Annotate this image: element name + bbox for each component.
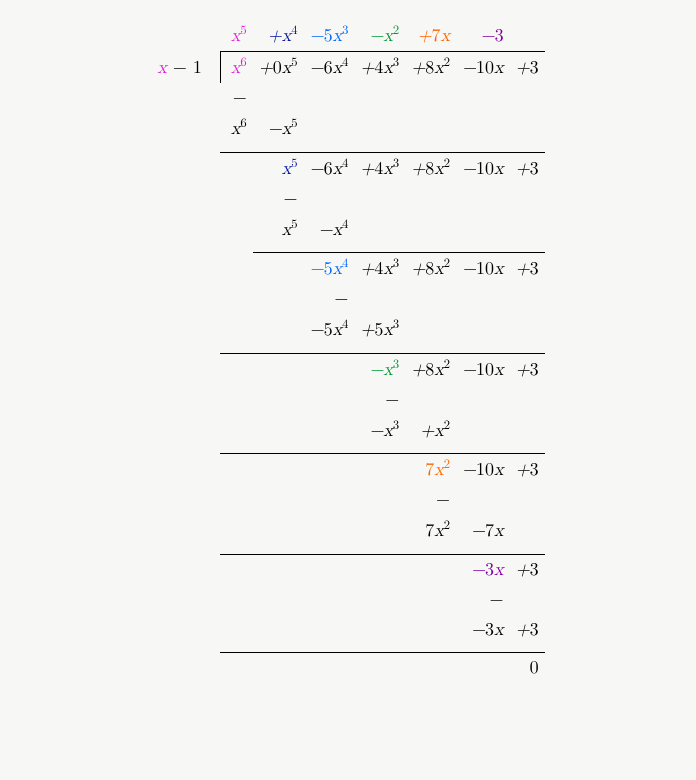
step-1-rule (151, 245, 544, 253)
quotient-term-5: −3 (456, 20, 510, 52)
step-1-result-term-4: +3 (510, 253, 545, 285)
step-2-sub-term-0: −5x4 (304, 314, 355, 345)
quotient-row: x5+x4−5x3−x2+7x−3 (151, 20, 544, 52)
step-3-result-term-0: 7x2 (405, 454, 456, 486)
step-3-result-term-1: −10x (456, 454, 510, 486)
dividend-term-4: +8x2 (405, 52, 456, 84)
dividend-term-2: −6x4 (304, 52, 355, 84)
step-0-result-term-5: +3 (510, 152, 545, 184)
step-2-result-term-1: +8x2 (405, 353, 456, 385)
step-5-result: 0 (151, 653, 544, 684)
step-2-subtract: −5x4+5x3 (151, 314, 544, 345)
step-3-result: 7x2−10x+3 (151, 454, 544, 486)
step-5-sub-term-1: +3 (510, 615, 545, 645)
step-1-minus: − (151, 184, 544, 214)
minus-sign-3: − (354, 385, 405, 415)
step-0-sub-term-0: x6 (220, 113, 252, 144)
step-2-result: −x3+8x2−10x+3 (151, 353, 544, 385)
step-2-sub-term-1: +5x3 (354, 314, 405, 345)
step-4-result-term-1: +3 (510, 554, 545, 585)
step-0-rule (151, 144, 544, 152)
dividend-row: x − 1x6+0x5−6x4+4x3+8x2−10x+3 (151, 52, 544, 84)
step-1-result: −5x4+4x3+8x2−10x+3 (151, 253, 544, 285)
dividend-term-3: +4x3 (354, 52, 405, 84)
quotient-term-4: +7x (405, 20, 456, 52)
step-3-sub-term-1: +x2 (405, 415, 456, 446)
step-5-subtract: −3x+3 (151, 615, 544, 645)
quotient-term-2: −5x3 (304, 20, 355, 52)
step-3-rule (151, 446, 544, 454)
step-1-result-term-3: −10x (456, 253, 510, 285)
step-5-rule (151, 645, 544, 653)
minus-sign-1: − (253, 184, 304, 214)
step-0-result-term-2: +4x3 (354, 152, 405, 184)
step-4-result-term-0: −3x (456, 554, 510, 585)
step-0-result-term-4: −10x (456, 152, 510, 184)
step-0-result: x5−6x4+4x3+8x2−10x+3 (151, 152, 544, 184)
step-3-sub-term-0: −x3 (354, 415, 405, 446)
step-1-result-term-1: +4x3 (354, 253, 405, 285)
minus-sign-2: − (304, 284, 355, 314)
step-4-subtract: 7x2−7x (151, 515, 544, 546)
step-0-result-term-0: x5 (253, 152, 304, 184)
step-0-result-term-1: −6x4 (304, 152, 355, 184)
step-5-minus: − (151, 585, 544, 615)
long-division-table: x5+x4−5x3−x2+7x−3x − 1x6+0x5−6x4+4x3+8x2… (151, 20, 544, 683)
minus-sign-0: − (220, 83, 252, 113)
minus-sign-4: − (405, 485, 456, 515)
step-0-sub-term-1: −x5 (253, 113, 304, 144)
step-2-result-term-0: −x3 (354, 353, 405, 385)
step-4-rule (151, 546, 544, 554)
quotient-term-0: x5 (220, 20, 252, 52)
quotient-term-3: −x2 (354, 20, 405, 52)
divisor: x − 1 (151, 52, 220, 84)
step-4-result: −3x+3 (151, 554, 544, 585)
step-1-result-term-0: −5x4 (304, 253, 355, 285)
step-0-subtract: x6−x5 (151, 113, 544, 144)
step-1-sub-term-1: −x4 (304, 214, 355, 245)
step-1-subtract: x5−x4 (151, 214, 544, 245)
step-1-result-term-2: +8x2 (405, 253, 456, 285)
quotient-term-1: +x4 (253, 20, 304, 52)
dividend-term-0: x6 (220, 52, 252, 84)
step-0-result-term-3: +8x2 (405, 152, 456, 184)
step-5-sub-term-0: −3x (456, 615, 510, 645)
step-4-sub-term-1: −7x (456, 515, 510, 546)
step-5-result-term-0: 0 (510, 653, 545, 684)
step-0-minus: − (151, 83, 544, 113)
step-2-result-term-2: −10x (456, 353, 510, 385)
step-2-minus: − (151, 284, 544, 314)
step-3-minus: − (151, 385, 544, 415)
long-division-diagram: x5+x4−5x3−x2+7x−3x − 1x6+0x5−6x4+4x3+8x2… (0, 0, 696, 780)
dividend-term-5: −10x (456, 52, 510, 84)
step-3-result-term-2: +3 (510, 454, 545, 486)
step-2-result-term-3: +3 (510, 353, 545, 385)
step-2-rule (151, 345, 544, 353)
step-4-sub-term-0: 7x2 (405, 515, 456, 546)
dividend-term-1: +0x5 (253, 52, 304, 84)
minus-sign-5: − (456, 585, 510, 615)
step-3-subtract: −x3+x2 (151, 415, 544, 446)
dividend-term-6: +3 (510, 52, 545, 84)
step-4-minus: − (151, 485, 544, 515)
step-1-sub-term-0: x5 (253, 214, 304, 245)
